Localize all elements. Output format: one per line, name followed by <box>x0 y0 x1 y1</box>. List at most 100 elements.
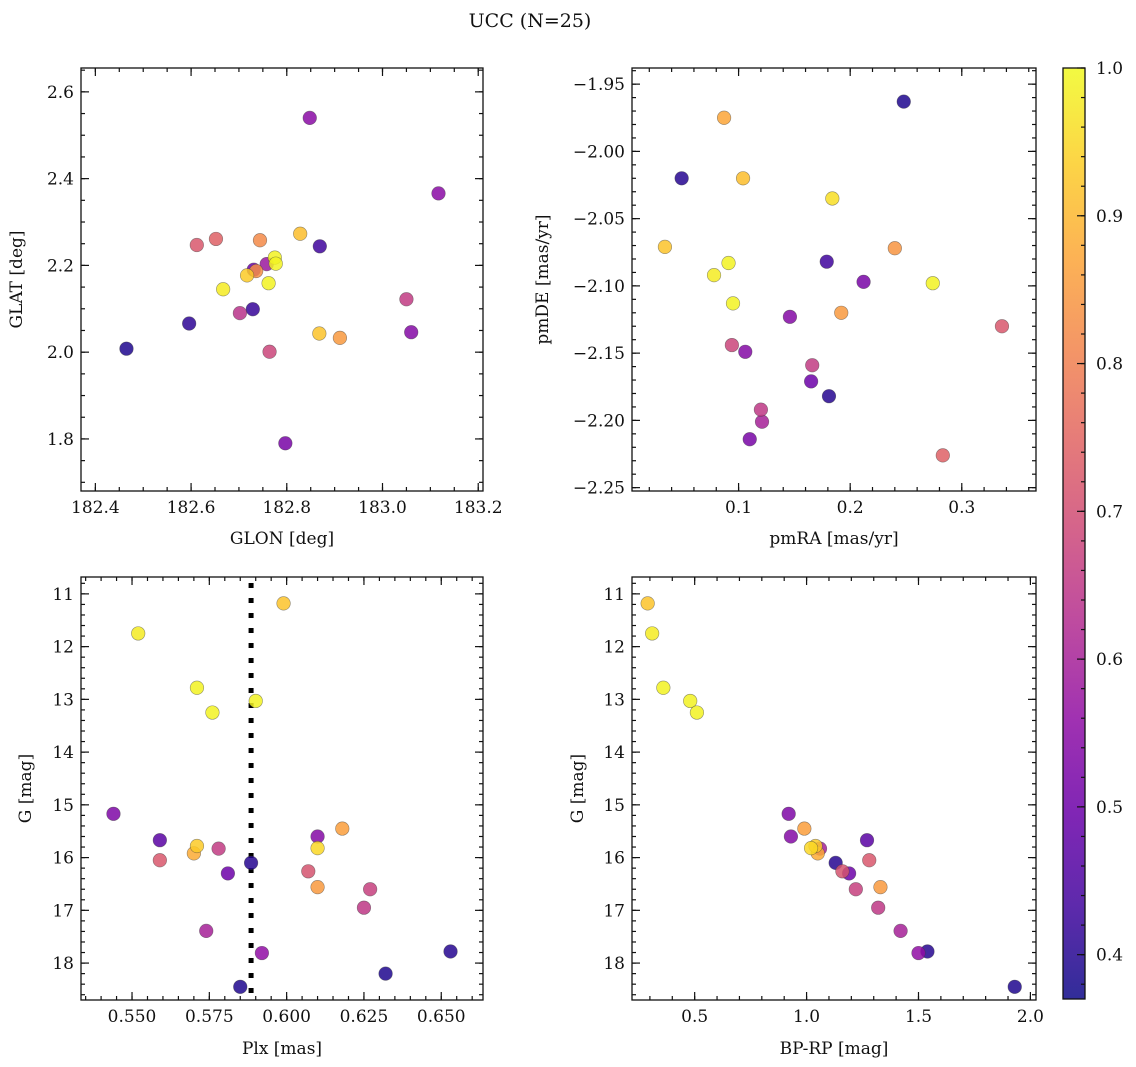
x-tick-label: 183.0 <box>358 498 407 518</box>
data-point <box>819 254 834 269</box>
data-point <box>735 171 751 186</box>
data-point <box>245 302 260 317</box>
data-point <box>248 693 263 709</box>
data-point <box>804 374 819 389</box>
data-point <box>131 626 146 641</box>
data-point <box>683 693 698 709</box>
data-point <box>232 306 247 321</box>
axes-frame <box>80 576 484 1001</box>
data-point <box>871 900 886 915</box>
x-tick-label: 0.2 <box>837 498 864 518</box>
data-point <box>925 276 940 291</box>
colorbar-tick-label: 0.7 <box>1096 502 1123 522</box>
y-tick-label: 2.4 <box>47 170 74 190</box>
y-tick-label: −1.95 <box>573 75 625 95</box>
x-tick-label: 0.1 <box>725 498 752 518</box>
data-point <box>335 821 350 836</box>
colorbar-gradient <box>1063 68 1085 999</box>
data-point <box>278 436 293 451</box>
data-point <box>738 344 753 359</box>
data-point <box>640 596 655 611</box>
colorbar-tick-label: 0.5 <box>1096 798 1123 818</box>
data-point <box>856 274 871 289</box>
data-point <box>797 821 812 836</box>
data-point <box>252 233 268 248</box>
x-tick-label: 0.5 <box>681 1007 708 1027</box>
data-point <box>268 256 283 271</box>
x-tick-label: 182.4 <box>71 498 120 518</box>
data-point <box>911 945 926 961</box>
y-tick-label: 12 <box>52 638 74 658</box>
data-point <box>216 282 231 297</box>
y-tick-label: 11 <box>603 585 625 605</box>
y-tick-label: 13 <box>52 690 74 710</box>
data-point <box>363 882 378 897</box>
x-tick-label: 0.3 <box>948 498 975 518</box>
data-point <box>887 241 902 256</box>
scatter-panel-glon-glat: 182.4 182.6 182.8 183.0 183.2 1.8 2.0 2.2 2.4 2.6… <box>7 67 503 549</box>
y-tick-label: 18 <box>52 954 74 974</box>
data-point <box>239 268 255 283</box>
data-point <box>152 833 167 848</box>
x-tick-label: 0.550 <box>108 1007 157 1027</box>
y-tick-label: −2.20 <box>573 411 625 431</box>
y-axis-label: pmDE [mas/yr] <box>533 214 553 344</box>
data-point <box>310 840 325 856</box>
x-tick-label: 2.0 <box>1017 1007 1044 1027</box>
data-point <box>657 239 673 254</box>
data-point <box>835 864 850 879</box>
data-point <box>721 255 736 271</box>
y-tick-label: 16 <box>52 849 74 869</box>
data-point <box>834 305 849 320</box>
data-point <box>276 596 291 611</box>
data-point <box>152 853 167 868</box>
data-point <box>821 389 837 404</box>
y-tick-label: 14 <box>52 743 74 763</box>
data-point <box>742 432 757 447</box>
data-point <box>674 171 689 186</box>
data-point <box>399 292 414 307</box>
data-point <box>189 237 204 253</box>
axes-frame <box>631 576 1037 1001</box>
data-point <box>645 626 660 641</box>
data-point <box>312 239 327 254</box>
data-point <box>781 806 796 821</box>
data-point <box>182 316 197 331</box>
data-point <box>1007 979 1022 994</box>
data-point <box>220 866 235 881</box>
y-tick-label: −2.25 <box>573 479 625 499</box>
y-tick-label: 18 <box>603 954 625 974</box>
y-tick-label: 2.0 <box>47 343 74 363</box>
x-tick-label: 0.650 <box>417 1007 466 1027</box>
x-tick-label: 0.600 <box>262 1007 311 1027</box>
data-point <box>332 330 348 345</box>
data-point <box>754 414 770 429</box>
data-point <box>211 841 226 856</box>
data-point <box>443 944 458 959</box>
data-point <box>782 309 798 324</box>
data-point <box>199 923 214 939</box>
y-tick-label: 1.8 <box>47 430 74 450</box>
data-point <box>189 838 205 854</box>
data-point <box>656 680 671 695</box>
colorbar-tick-label: 0.6 <box>1096 650 1123 670</box>
colorbar-tick-label: 0.8 <box>1096 355 1123 375</box>
x-tick-label: 182.6 <box>167 498 216 518</box>
data-point <box>724 337 739 353</box>
data-point <box>356 900 372 915</box>
data-point <box>404 325 419 340</box>
data-point <box>862 853 877 868</box>
y-tick-label: 2.2 <box>47 256 74 276</box>
data-point <box>725 296 741 311</box>
y-tick-label: −2.15 <box>573 344 625 364</box>
data-point <box>310 880 325 895</box>
x-tick-label: 182.8 <box>262 498 311 518</box>
scatter-panel-pmra-pmde: 0.1 0.2 0.3 −2.25 −2.20 −2.15 −2.10 −2.05 −2.00 −… <box>533 67 1037 549</box>
colorbar-tick-label: 0.4 <box>1096 946 1123 966</box>
data-point <box>859 833 875 848</box>
colorbar-tick-label: 0.9 <box>1096 207 1123 227</box>
colorbar-tick-label: 1.0 <box>1096 59 1123 79</box>
data-point <box>312 326 327 341</box>
data-point <box>205 705 220 720</box>
y-tick-label: 15 <box>52 796 74 816</box>
